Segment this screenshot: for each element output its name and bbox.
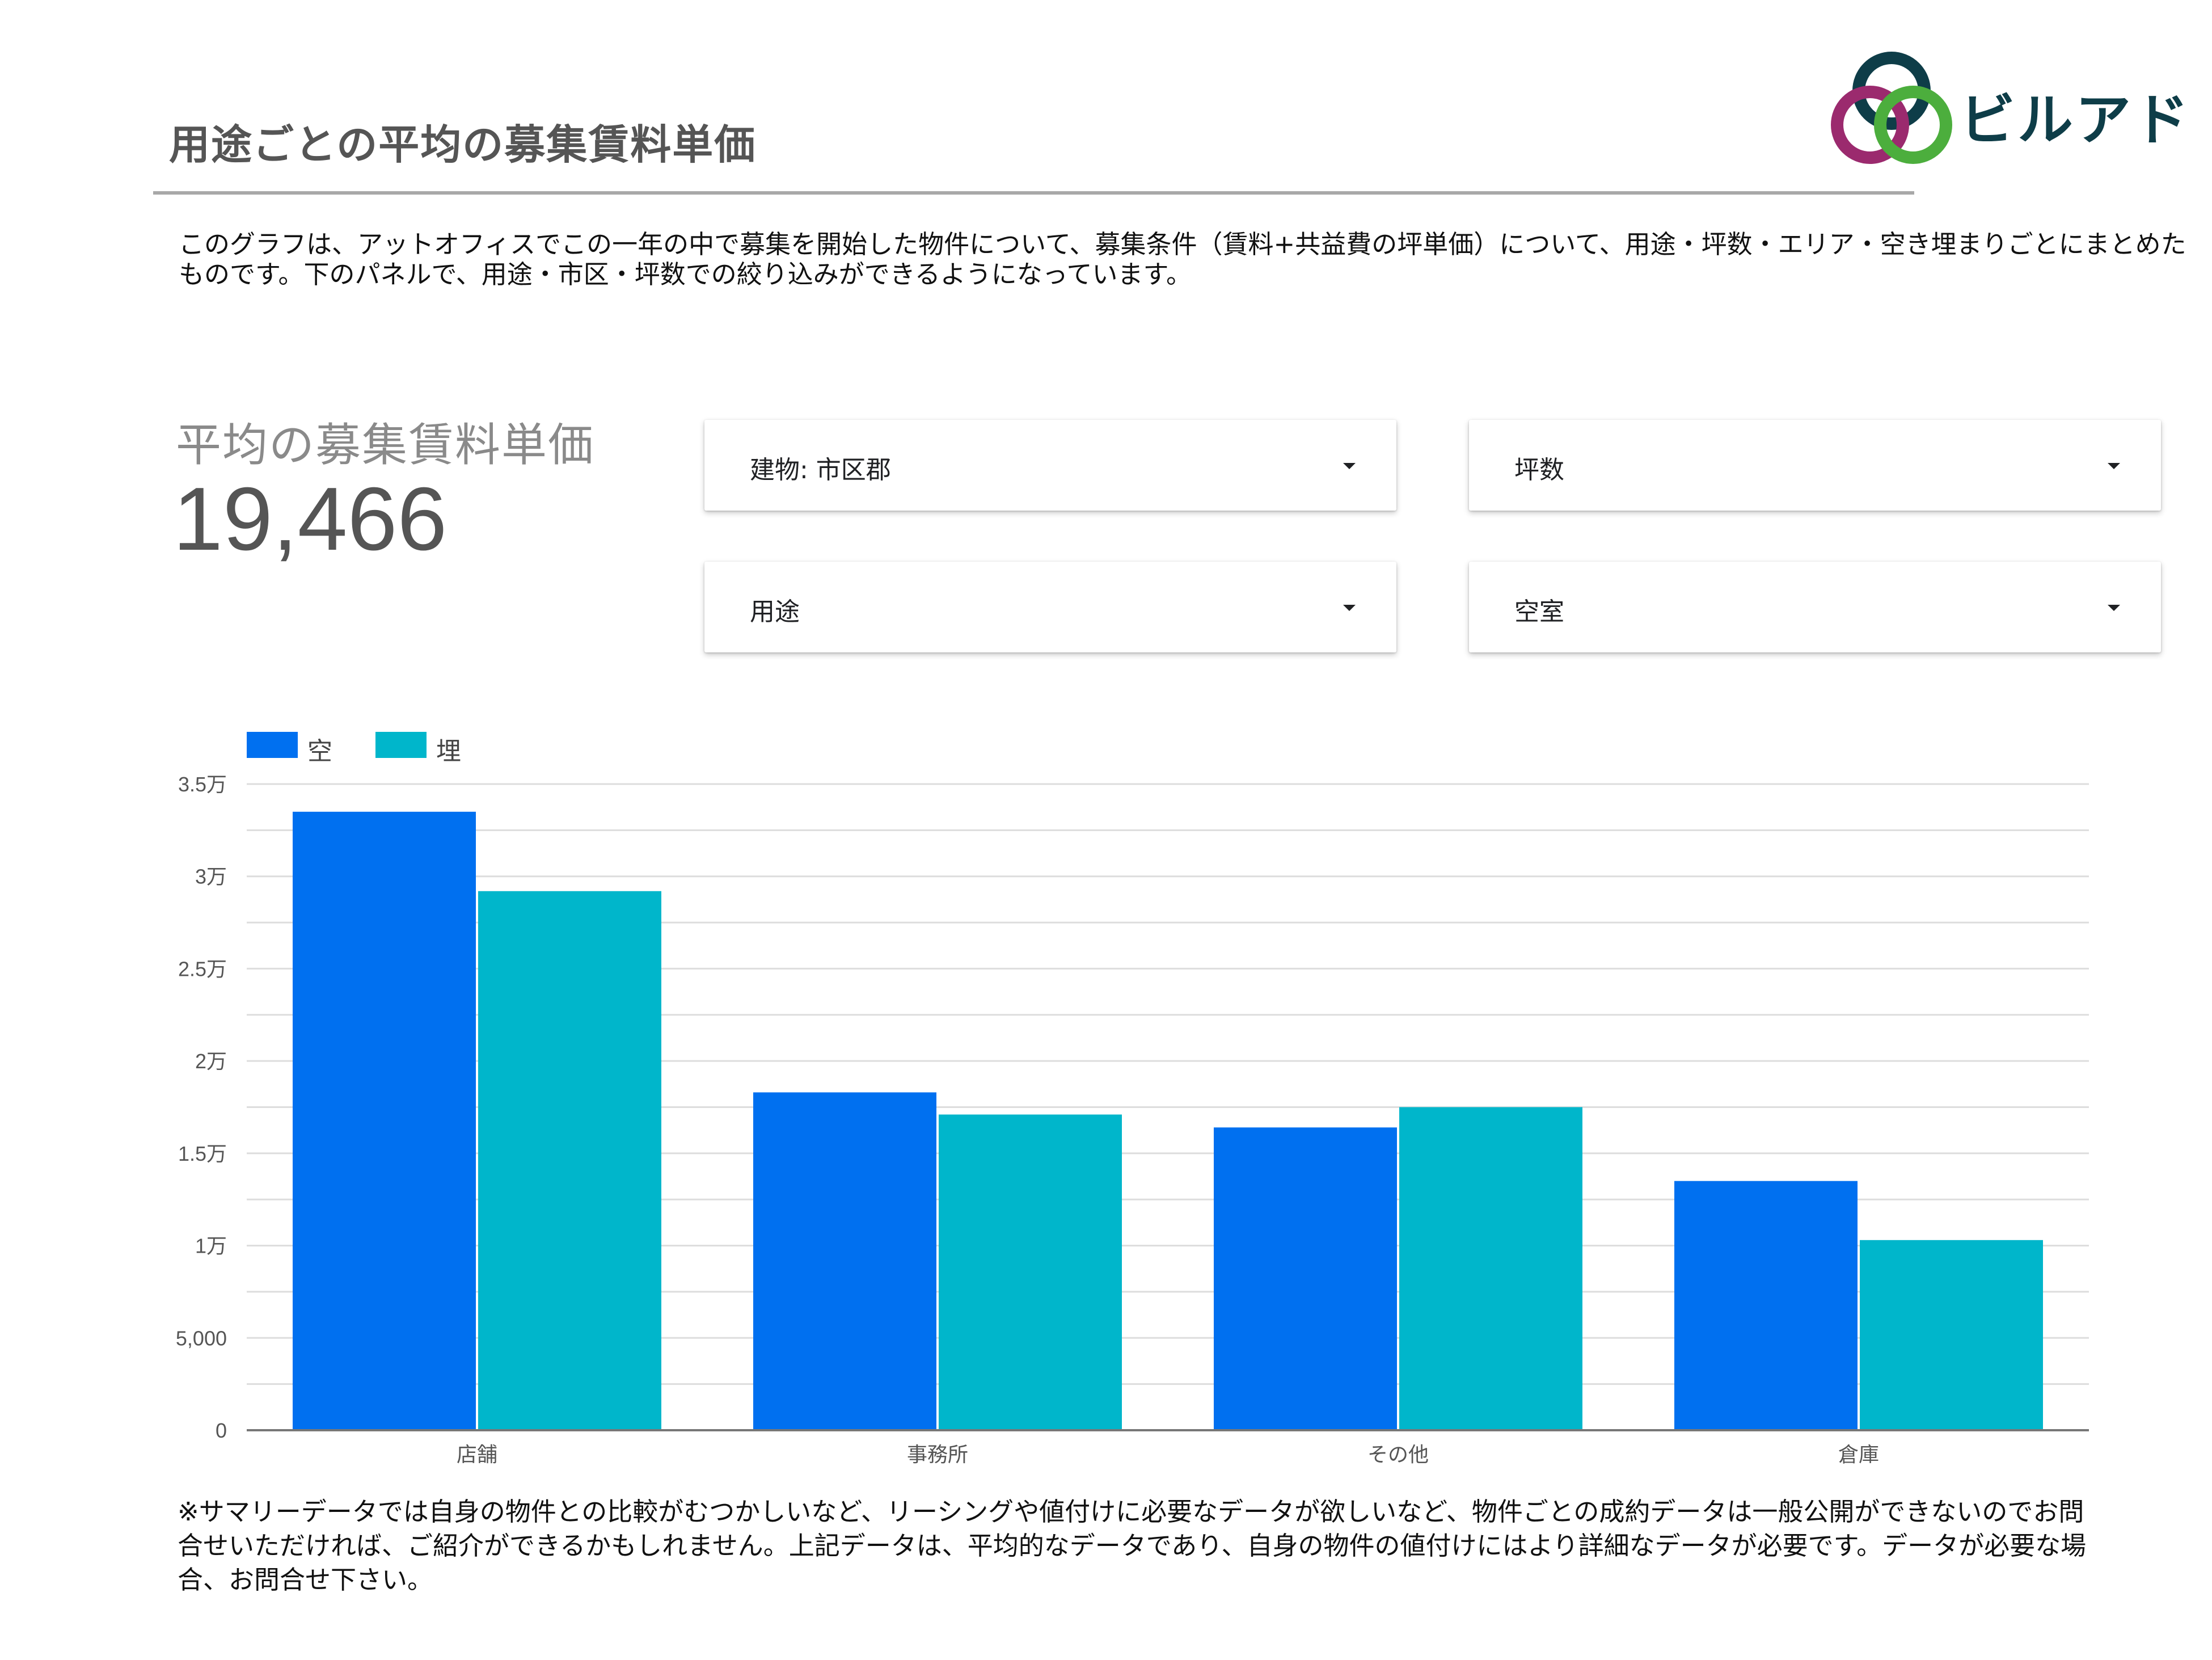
filter-vacancy-label: 空室 [1514,597,1564,626]
y-tick-label: 0 [216,1419,227,1442]
x-category-label: 店舗 [457,1443,497,1467]
bar-occupied-0 [478,891,661,1430]
chart-description: このグラフは、アットオフィスでこの一年の中で募集を開始した物件について、募集条件… [179,229,2186,289]
filter-tsubo-dropdown[interactable]: 坪数 [1469,420,2161,511]
bar-vacant-1 [753,1092,936,1430]
x-category-label: 事務所 [907,1443,968,1467]
bar-occupied-1 [939,1114,1122,1430]
bar-occupied-3 [1860,1240,2043,1430]
y-tick-label: 5,000 [176,1326,227,1350]
y-tick-label: 3.5万 [178,773,227,796]
y-tick-label: 1万 [195,1235,227,1258]
dropdown-arrow-icon [2108,463,2120,469]
filter-city-label: 建物: 市区郡 [750,456,891,484]
y-tick-label: 3万 [195,865,227,888]
footnote: ※サマリーデータでは自身の物件との比較がむつかしいなど、リーシングや値付けに必要… [178,1497,2087,1595]
dropdown-arrow-icon [1343,463,1356,469]
y-tick-label: 1.5万 [178,1142,227,1165]
kpi-value: 19,466 [173,469,448,569]
bar-vacant-3 [1674,1181,1858,1430]
filter-city-dropdown[interactable]: 建物: 市区郡 [704,420,1396,511]
legend-label-vacant: 空 [307,737,332,766]
filter-usage-label: 用途 [750,597,800,626]
logo-wordmark: ビルアド [1960,88,2192,153]
filter-usage-dropdown[interactable]: 用途 [704,562,1396,652]
y-tick-label: 2万 [195,1050,227,1073]
filter-tsubo-label: 坪数 [1514,456,1564,484]
page-title: 用途ごとの平均の募集賃料単価 [169,121,757,168]
bar-vacant-0 [293,811,476,1430]
bar-vacant-2 [1214,1127,1397,1430]
biruado-logo: ビルアド [1823,45,2198,170]
x-category-label: その他 [1367,1443,1429,1467]
title-divider [153,191,1914,195]
legend-label-occupied: 埋 [436,737,461,766]
x-category-label: 倉庫 [1838,1443,1879,1467]
legend-swatch-occupied [375,732,427,758]
bar-occupied-2 [1399,1107,1582,1430]
y-tick-label: 2.5万 [178,957,227,980]
dropdown-arrow-icon [2108,605,2120,611]
legend-swatch-vacant [247,732,298,758]
dropdown-arrow-icon [1343,605,1356,611]
filter-vacancy-dropdown[interactable]: 空室 [1469,562,2161,652]
kpi-label: 平均の募集賃料単価 [176,419,594,471]
logo-mark-icon [1831,52,1952,164]
